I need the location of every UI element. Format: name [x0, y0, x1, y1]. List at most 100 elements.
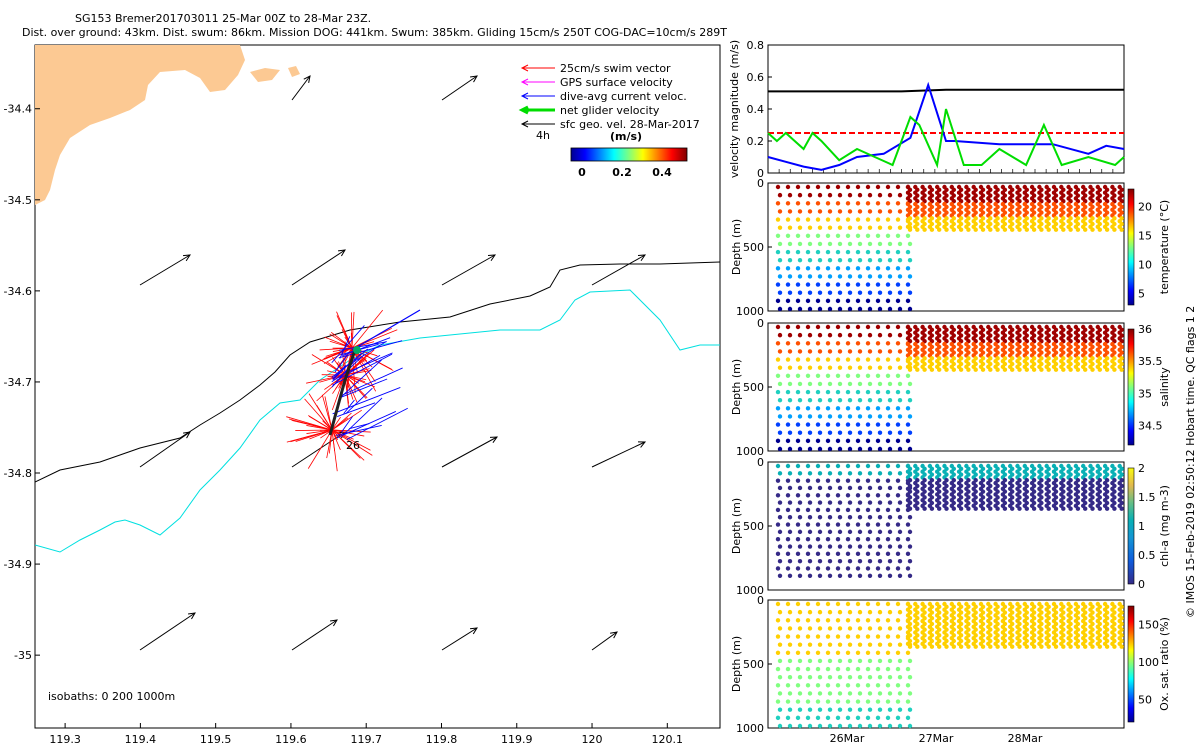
section-point	[1002, 227, 1008, 232]
section-ylabel: Depth (m)	[730, 498, 743, 554]
section-point	[777, 658, 783, 664]
velocity-series-line	[768, 88, 1124, 93]
current-vector	[349, 423, 370, 430]
section-point	[1068, 644, 1073, 649]
section-point	[827, 658, 833, 664]
geo-arrow-shaft	[441, 627, 478, 651]
section-point	[867, 192, 873, 198]
section-colorbar-tick-label: 35	[1138, 387, 1152, 400]
section-point	[897, 414, 903, 419]
section-point	[837, 225, 843, 230]
section-point	[825, 406, 831, 411]
section-point	[875, 249, 881, 255]
section-colorbar-tick-label: 0.5	[1138, 549, 1156, 562]
section-point	[1097, 367, 1103, 372]
section-point	[895, 634, 901, 639]
section-point	[867, 471, 873, 476]
section-point	[845, 201, 851, 206]
section-point	[855, 493, 861, 498]
section-point	[855, 715, 861, 721]
legend-label: dive-avg current veloc.	[560, 90, 687, 103]
section-point	[855, 634, 861, 639]
section-point	[875, 266, 881, 271]
section-point	[837, 544, 843, 549]
section-point	[805, 493, 811, 498]
section-point	[847, 707, 853, 712]
section-point	[857, 691, 863, 696]
section-point	[897, 192, 903, 198]
map-x-tick-label: 119.5	[200, 733, 232, 746]
section-point	[867, 529, 873, 535]
section-point	[775, 650, 781, 655]
section-point	[877, 192, 883, 198]
section-point	[785, 551, 791, 557]
section-y-tick-label: 1000	[736, 722, 764, 735]
section-point	[895, 699, 901, 704]
section-point	[775, 507, 781, 513]
section-point	[865, 507, 871, 513]
section-point	[827, 241, 833, 247]
section-point	[837, 471, 843, 476]
legend-swatch-head	[520, 78, 529, 86]
section-point	[837, 430, 843, 435]
section-point	[980, 227, 986, 232]
section-point	[797, 258, 803, 263]
section-point	[785, 493, 791, 498]
section-point	[1090, 644, 1095, 649]
section-point	[777, 515, 783, 520]
section-point	[1104, 367, 1110, 372]
section-point	[922, 227, 927, 232]
section-point	[797, 573, 803, 578]
section-point	[847, 381, 853, 387]
section-point	[1112, 367, 1117, 372]
section-point	[857, 658, 863, 664]
velocity-series-line	[767, 108, 1125, 169]
section-point	[885, 493, 891, 498]
section-point	[895, 373, 901, 378]
section-point	[825, 357, 831, 362]
section-point	[847, 471, 853, 476]
section-point	[907, 529, 913, 535]
section-point	[827, 609, 833, 615]
section-point	[855, 507, 861, 513]
section-point	[922, 367, 927, 372]
section-point	[951, 367, 956, 372]
section-point	[827, 258, 833, 263]
section-point	[785, 522, 791, 527]
section-point	[855, 324, 861, 330]
section-point	[837, 500, 843, 505]
section-point	[775, 233, 781, 238]
swim-vector	[306, 429, 333, 434]
section-point	[907, 707, 913, 712]
swim-vector	[316, 405, 333, 431]
section-y-tick-label: 500	[743, 381, 764, 394]
section-point	[895, 666, 901, 672]
section-point	[797, 485, 803, 491]
section-point	[885, 683, 891, 688]
section-point	[797, 609, 803, 615]
section-point	[1083, 227, 1088, 232]
section-colorbar-tick-label: 1	[1138, 520, 1145, 533]
section-point	[875, 463, 881, 469]
section-point	[855, 522, 861, 527]
section-point	[775, 249, 781, 255]
section-point	[845, 341, 851, 346]
section-point	[1097, 644, 1103, 649]
section-point	[867, 241, 873, 247]
section-point	[877, 529, 883, 535]
section-point	[865, 537, 871, 542]
section-point	[847, 529, 853, 535]
section-point	[867, 258, 873, 263]
section-point	[827, 723, 833, 729]
section-point	[885, 551, 891, 557]
section-point	[797, 500, 803, 505]
section-colorbar-tick-label: 15	[1138, 229, 1152, 242]
section-point	[777, 192, 783, 198]
section-point	[875, 282, 881, 287]
section-point	[875, 298, 881, 304]
section-point	[815, 463, 821, 469]
section-point	[805, 249, 811, 255]
section-point	[905, 266, 911, 271]
section-point	[777, 500, 783, 505]
section-point	[897, 446, 903, 452]
